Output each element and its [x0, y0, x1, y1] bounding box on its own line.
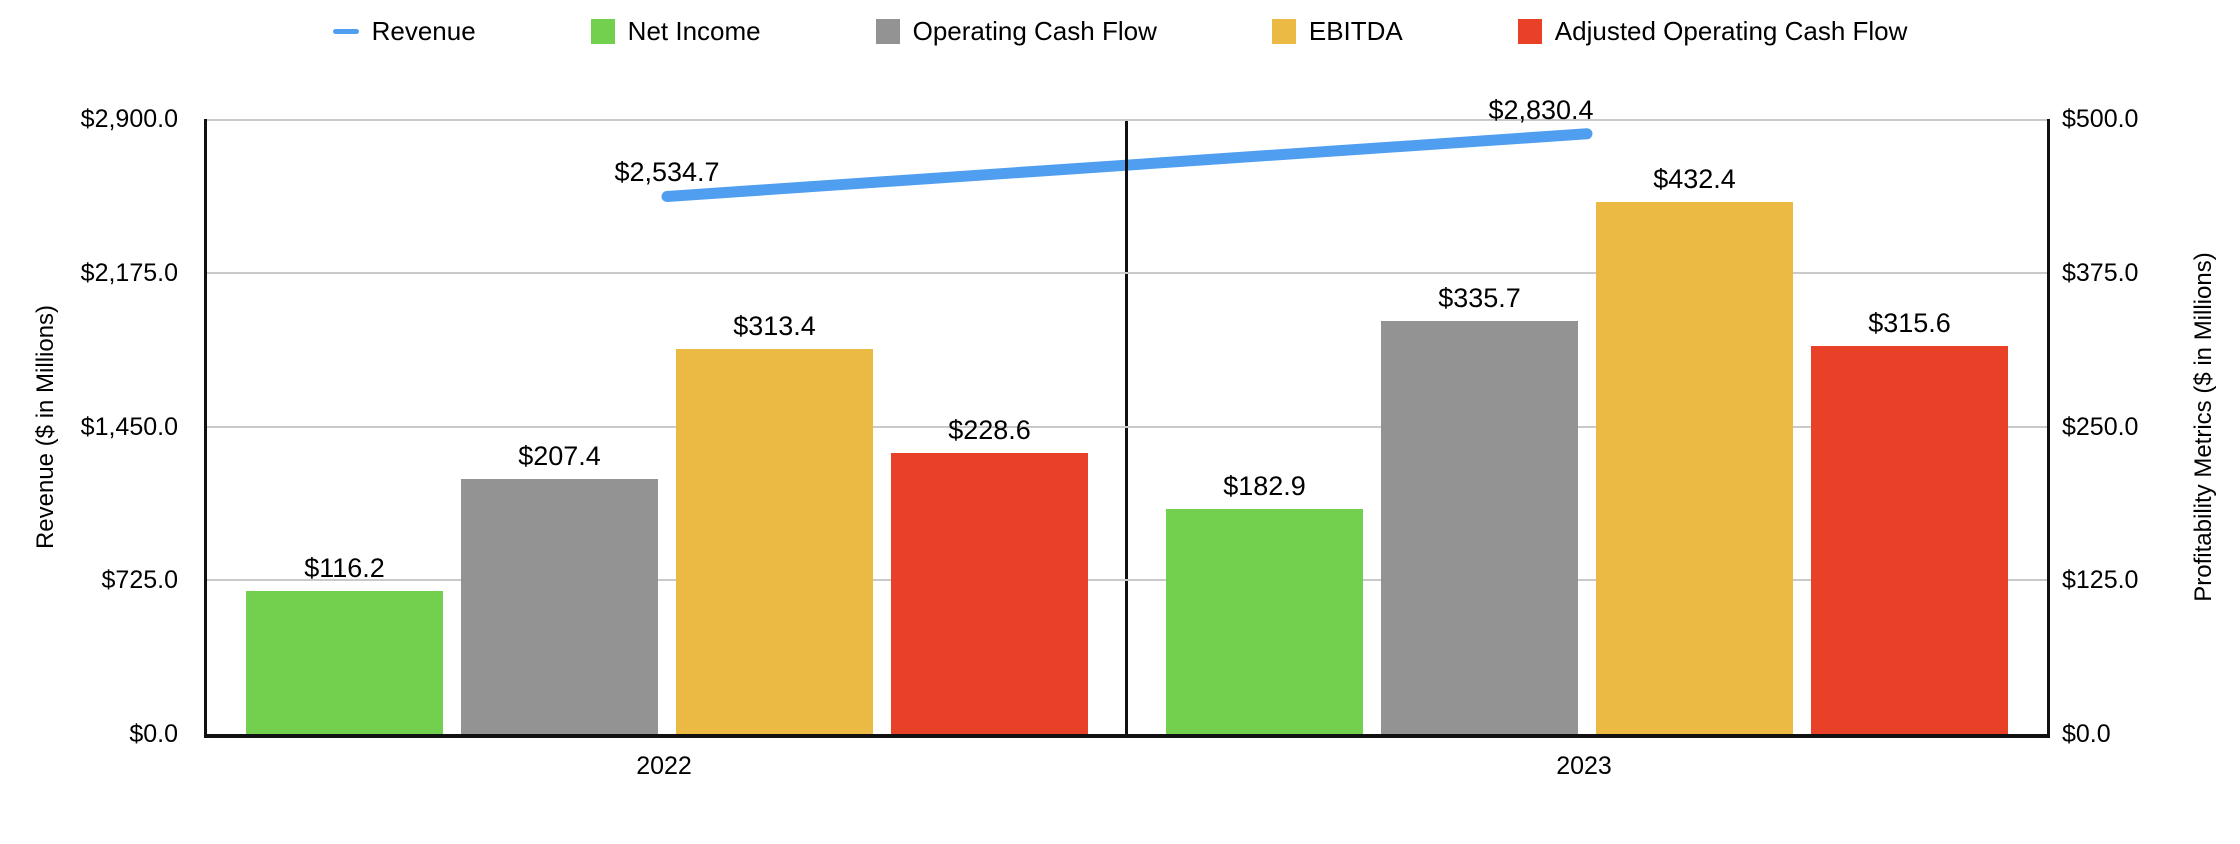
gridline [207, 425, 2047, 428]
gridline [207, 579, 2047, 582]
legend-label: Operating Cash Flow [912, 16, 1157, 46]
bar-ebitda-2023[interactable]: $432.4 [1596, 164, 1793, 734]
bar-adjusted-operating-cash-flow-2022[interactable]: $228.6 [891, 415, 1088, 734]
left-axis-tick: $0.0 [129, 720, 178, 748]
right-axis-tick: $125.0 [2062, 566, 2139, 595]
gridline [207, 119, 2047, 121]
x-axis-label-2023: 2023 [1556, 752, 1612, 780]
legend-item-ebitda[interactable]: EBITDA [1271, 16, 1403, 47]
bar-group-2023: $182.9 $335.7 $432.4 $315.6 [1127, 119, 2047, 734]
legend-square-swatch-icon [875, 19, 900, 45]
legend-label: Adjusted Operating Cash Flow [1554, 16, 1908, 46]
right-axis-tick: $500.0 [2062, 105, 2139, 133]
legend-square-swatch-icon [1517, 19, 1542, 45]
line-value-label: $2,534.7 [614, 157, 720, 188]
legend-line-swatch-icon [332, 29, 359, 35]
bar-operating-cash-flow-2023[interactable]: $335.7 [1381, 283, 1578, 734]
left-axis-tick: $2,175.0 [80, 258, 178, 287]
line-value-label: $2,830.4 [1488, 94, 1594, 125]
left-axis-tick: $1,450.0 [80, 412, 178, 441]
plot-area: $116.2 $207.4 $313.4 $228.6 $182.9 $335.7 $432… [204, 95, 2050, 738]
legend-label: Revenue [371, 16, 476, 46]
bar-value-label: $335.7 [1438, 283, 1521, 313]
bar-value-label: $432.4 [1653, 164, 1736, 194]
right-axis-tick: $250.0 [2062, 412, 2139, 441]
gridline [207, 271, 2047, 274]
bar-operating-cash-flow-2022[interactable]: $207.4 [461, 441, 658, 734]
left-axis-tick: $725.0 [101, 566, 178, 595]
bar-net-income-2022[interactable]: $116.2 [246, 553, 443, 734]
bar-value-label: $313.4 [733, 311, 816, 341]
bar-value-label: $228.6 [948, 415, 1031, 445]
legend-label: EBITDA [1308, 16, 1403, 46]
right-axis-tick: $0.0 [2062, 720, 2111, 748]
right-axis-tick: $375.0 [2062, 258, 2139, 287]
legend-item-operating-cash-flow[interactable]: Operating Cash Flow [875, 16, 1157, 47]
chart-legend: Revenue Net Income Operating Cash Flow EBIT… [0, 16, 2240, 47]
bar-value-label: $207.4 [518, 441, 601, 471]
bar-group-2022: $116.2 $207.4 $313.4 $228.6 [207, 119, 1127, 734]
legend-label: Net Income [627, 16, 761, 46]
bar-value-label: $182.9 [1223, 471, 1306, 501]
legend-item-adjusted-operating-cash-flow[interactable]: Adjusted Operating Cash Flow [1517, 16, 1908, 47]
legend-item-net-income[interactable]: Net Income [590, 16, 761, 47]
legend-square-swatch-icon [590, 19, 615, 45]
legend-square-swatch-icon [1271, 19, 1296, 45]
bar-ebitda-2022[interactable]: $313.4 [676, 311, 873, 734]
left-axis-tick: $2,900.0 [80, 105, 178, 133]
x-axis-label-2022: 2022 [636, 752, 692, 780]
bar-value-label: $315.6 [1868, 308, 1951, 338]
bar-value-label: $116.2 [304, 553, 385, 583]
legend-item-revenue[interactable]: Revenue [332, 16, 476, 47]
bar-net-income-2023[interactable]: $182.9 [1166, 471, 1363, 734]
bar-adjusted-operating-cash-flow-2023[interactable]: $315.6 [1811, 308, 2008, 734]
